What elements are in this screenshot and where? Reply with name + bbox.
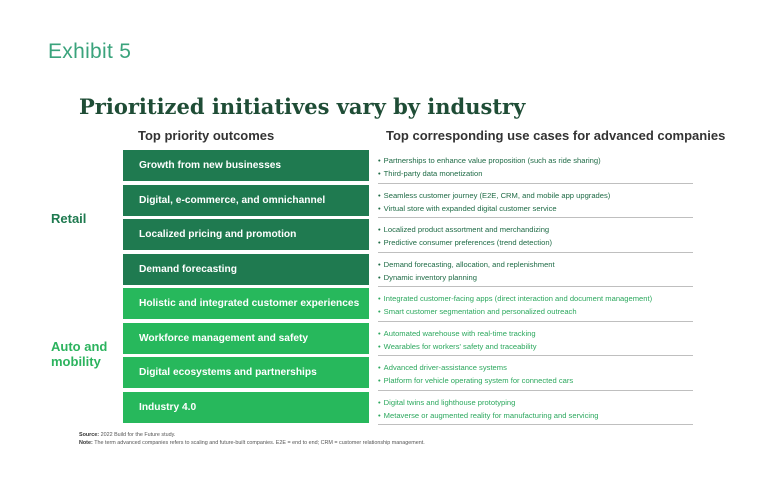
group-label-auto-text: Auto and mobility [51, 339, 108, 369]
use-case-item: • Localized product assortment and mercha… [378, 223, 693, 236]
bullet-icon: • [378, 341, 381, 351]
outcome-label: Digital, e-commerce, and omnichannel [123, 184, 369, 216]
use-case-text: Advanced driver-assistance systems [383, 363, 507, 372]
table-row: Holistic and integrated customer experie… [123, 287, 693, 322]
use-case-text: Third-party data monetization [383, 169, 483, 178]
use-case-item: • Demand forecasting, allocation, and rep… [378, 258, 693, 271]
use-case-item: • Advanced driver-assistance systems [378, 361, 693, 374]
use-case-text: Demand forecasting, allocation, and repl… [383, 259, 555, 269]
use-case-list: • Integrated customer-facing apps (direct… [378, 287, 693, 322]
outcomes-header: Top priority outcomes [138, 128, 275, 143]
bullet-icon: • [378, 169, 381, 178]
table-row: Industry 4.0 • Digital twins and lighthous… [123, 391, 693, 425]
outcome-label: Holistic and integrated customer experie… [123, 288, 369, 319]
bullet-icon: • [378, 203, 381, 213]
source-text: 2022 Build for the Future study. [100, 432, 176, 438]
bullet-icon: • [378, 397, 381, 407]
use-case-text: Dynamic inventory planning [383, 272, 477, 282]
use-case-text: Partnerships to enhance value propositio… [383, 156, 601, 165]
bullet-icon: • [378, 307, 381, 316]
use-case-list: • Digital twins and lighthouse prototypin… [378, 391, 693, 425]
bullet-icon: • [378, 225, 381, 234]
bullet-icon: • [378, 328, 381, 338]
bullet-icon: • [378, 259, 381, 269]
use-case-text: Predictive consumer preferences (trend d… [383, 238, 553, 247]
use-case-item: • Predictive consumer preferences (trend … [378, 236, 693, 249]
bullet-icon: • [378, 410, 381, 420]
exhibit-label: Exhibit 5 [48, 40, 132, 63]
use-case-item: • Seamless customer journey (E2E, CRM, an… [378, 189, 693, 202]
use-case-list: • Partnerships to enhance value propositi… [378, 149, 693, 184]
use-case-item: • Automated warehouse with real-time trac… [378, 327, 693, 340]
outcome-label: Growth from new businesses [123, 150, 369, 181]
bullet-icon: • [378, 376, 381, 385]
use-case-list: • Demand forecasting, allocation, and rep… [378, 253, 693, 287]
group-label-retail: Retail [51, 211, 87, 226]
outcome-label: Industry 4.0 [123, 391, 369, 423]
use-case-text: Localized product assortment and merchan… [383, 225, 550, 234]
bullet-icon: • [378, 363, 381, 372]
bullet-icon: • [378, 238, 381, 247]
bullet-icon: • [378, 156, 381, 165]
outcome-label: Localized pricing and promotion [123, 219, 369, 250]
table-row: Growth from new businesses • Partnerships … [123, 149, 693, 184]
use-case-text: Automated warehouse with real-time track… [383, 328, 536, 338]
use-case-item: • Third-party data monetization [378, 167, 693, 180]
note-line: Note: The term advanced companies refers… [79, 439, 425, 447]
use-case-list: • Advanced driver-assistance systems • Plat… [378, 356, 693, 391]
use-case-text: Digital twins and lighthouse prototyping [383, 397, 516, 407]
use-case-text: Metaverse or augmented reality for manuf… [383, 410, 599, 420]
use-case-item: • Partnerships to enhance value propositi… [378, 154, 693, 167]
bullet-icon: • [378, 190, 381, 200]
use-case-item: • Virtual store with expanded digital cus… [378, 202, 693, 215]
use-case-list: • Seamless customer journey (E2E, CRM, an… [378, 184, 693, 218]
use-case-item: • Dynamic inventory planning [378, 271, 693, 284]
use-case-text: Integrated customer-facing apps (direct … [383, 294, 653, 303]
use-case-item: • Wearables for workers' safety and trace… [378, 340, 693, 353]
bullet-icon: • [378, 294, 381, 303]
table-row: Digital, e-commerce, and omnichannel • Sea… [123, 184, 693, 218]
use-cases-header: Top corresponding use cases for advanced… [386, 128, 726, 143]
page-title: Prioritized initiatives vary by industry [79, 94, 526, 119]
initiatives-table: Growth from new businesses • Partnerships … [123, 149, 693, 425]
outcome-label: Digital ecosystems and partnerships [123, 357, 369, 388]
use-case-text: Seamless customer journey (E2E, CRM, and… [383, 190, 611, 200]
use-case-text: Smart customer segmentation and personal… [383, 307, 577, 316]
source-label: Source: [79, 432, 100, 438]
outcome-label: Workforce management and safety [123, 322, 369, 354]
use-case-item: • Integrated customer-facing apps (direct… [378, 292, 693, 305]
outcome-label: Demand forecasting [123, 253, 369, 285]
note-label: Note: [79, 440, 93, 446]
use-case-list: • Localized product assortment and mercha… [378, 218, 693, 253]
use-case-item: • Smart customer segmentation and persona… [378, 305, 693, 318]
table-row: Localized pricing and promotion • Localize… [123, 218, 693, 253]
footer: Source: 2022 Build for the Future study.… [79, 431, 425, 447]
table-row: Workforce management and safety • Automate… [123, 322, 693, 356]
use-case-item: • Platform for vehicle operating system f… [378, 374, 693, 387]
table-row: Demand forecasting • Demand forecasting, a… [123, 253, 693, 287]
use-case-text: Virtual store with expanded digital cust… [383, 203, 557, 213]
group-label-auto: Auto and mobility [51, 339, 111, 369]
table-row: Digital ecosystems and partnerships • Adva… [123, 356, 693, 391]
bullet-icon: • [378, 272, 381, 282]
use-case-text: Wearables for workers' safety and tracea… [383, 341, 537, 351]
use-case-item: • Metaverse or augmented reality for manu… [378, 409, 693, 422]
use-case-item: • Digital twins and lighthouse prototypin… [378, 396, 693, 409]
use-case-list: • Automated warehouse with real-time trac… [378, 322, 693, 356]
use-case-text: Platform for vehicle operating system fo… [383, 376, 574, 385]
source-line: Source: 2022 Build for the Future study. [79, 431, 425, 439]
note-text: The term advanced companies refers to sc… [94, 440, 425, 446]
